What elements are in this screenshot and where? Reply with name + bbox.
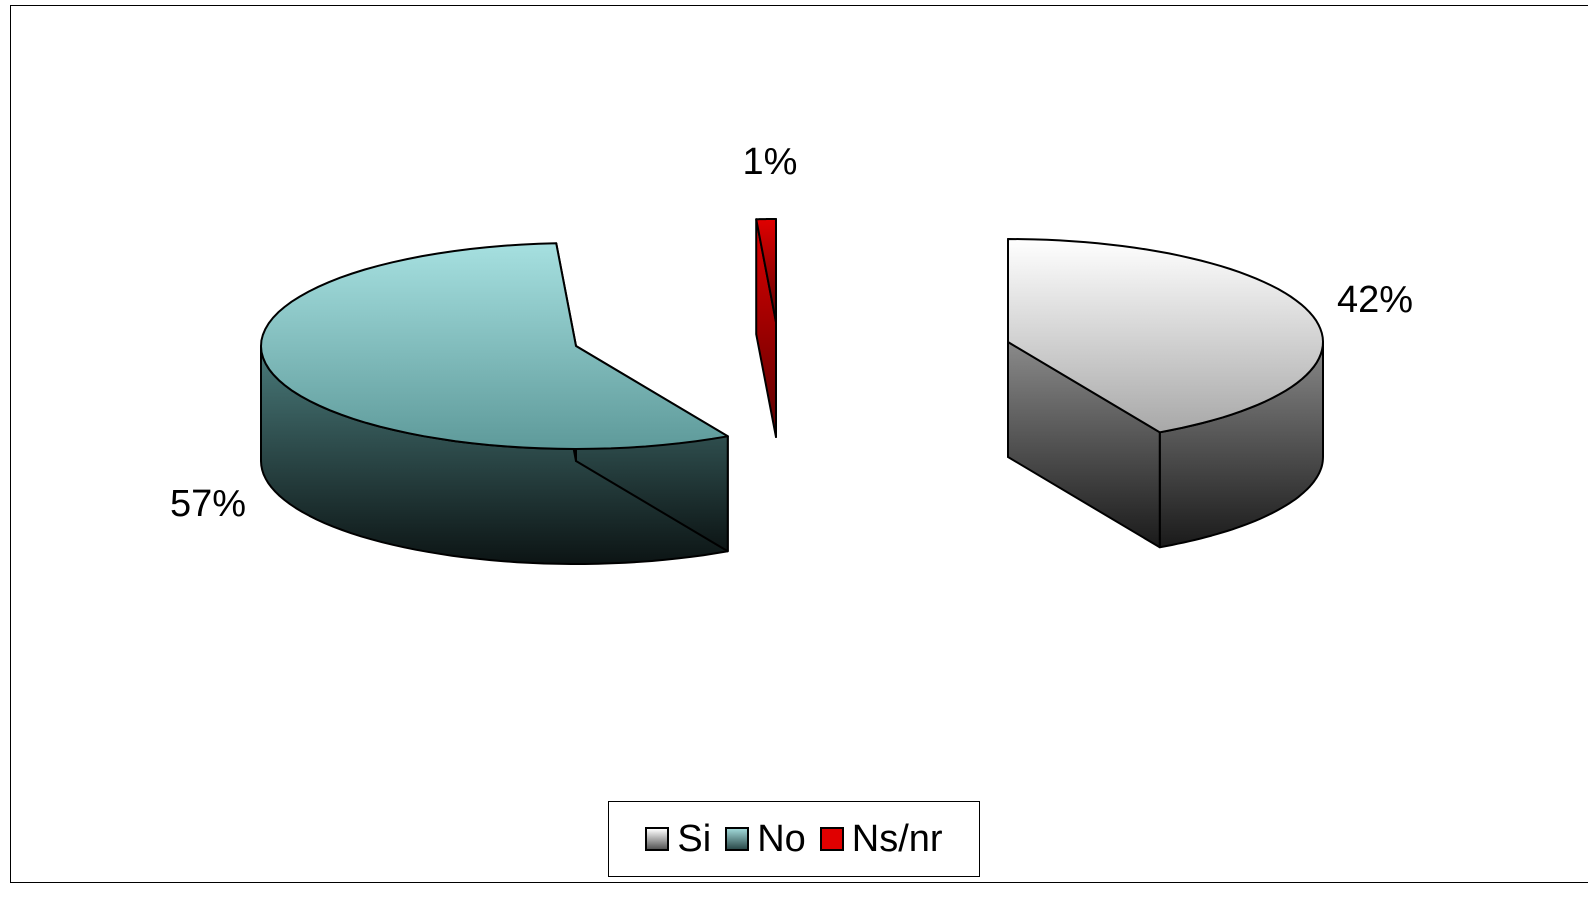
legend-swatch: [819, 827, 844, 851]
legend-item-ns-nr: Ns/nr: [819, 818, 943, 860]
chart-legend: Si No Ns/nr: [608, 801, 980, 877]
legend-label: Ns/nr: [851, 818, 943, 860]
chart-area: [10, 5, 1588, 883]
pie-slice-no: [260, 242, 729, 565]
pie-slice-ns-nr: [755, 218, 777, 438]
legend-label: Si: [677, 818, 712, 860]
data-label-no: 57%: [170, 483, 246, 525]
data-label-ns-nr: 1%: [743, 141, 798, 183]
legend-swatch: [645, 827, 670, 851]
legend-item-si: Si: [645, 820, 711, 858]
legend-item-no: No: [725, 820, 806, 858]
legend-label: No: [757, 818, 806, 860]
legend-swatch: [725, 827, 750, 851]
pie-slice-si: [1007, 238, 1324, 549]
data-label-si: 42%: [1337, 279, 1413, 321]
